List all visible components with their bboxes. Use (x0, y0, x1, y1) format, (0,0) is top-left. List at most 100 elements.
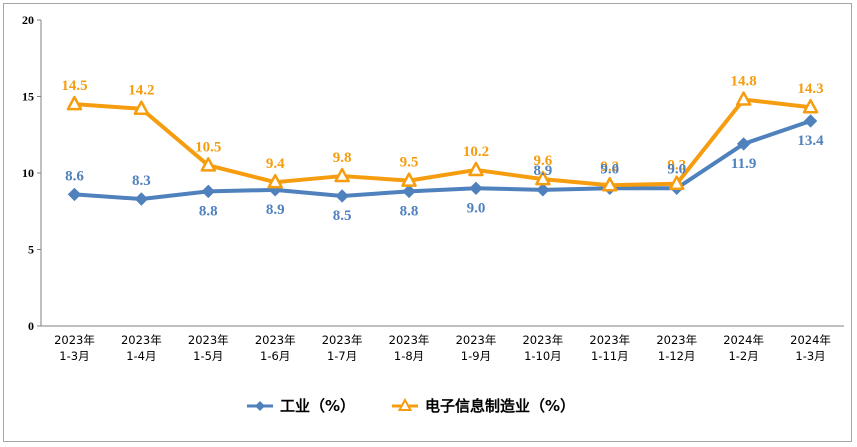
axes (40, 20, 844, 327)
x-tick-label: 2023年 1-7月 (322, 333, 363, 363)
data-label-industry: 8.6 (65, 168, 84, 184)
data-point-triangle (334, 167, 350, 183)
series-1 (67, 114, 818, 206)
data-label-electronics: 9.3 (667, 158, 686, 174)
x-tick-label: 2023年 1-3月 (54, 333, 95, 363)
data-label-industry: 11.9 (731, 156, 756, 172)
data-label-electronics: 9.8 (333, 150, 352, 166)
data-label-electronics: 14.5 (61, 78, 87, 94)
x-tick-label-line: 2023年 (522, 333, 563, 347)
x-tick-label: 2023年 1-5月 (188, 333, 229, 363)
data-point-triangle (535, 170, 551, 186)
legend-item-2: 电子信息制造业（%） (392, 397, 575, 415)
y-axis-ticks: 0 5 10 15 20 (22, 13, 41, 333)
y-tick-label: 15 (22, 90, 34, 104)
series-layer (66, 91, 819, 206)
data-label-industry: 8.8 (199, 203, 218, 219)
x-tick-label-line: 1-11月 (591, 349, 629, 363)
x-tick-label-line: 1-3月 (795, 349, 825, 363)
x-tick-label-line: 1-10月 (524, 349, 562, 363)
data-point-diamond (335, 189, 349, 203)
data-label-electronics: 10.2 (463, 144, 489, 160)
data-point-triangle (66, 95, 83, 111)
y-tick-label: 10 (22, 166, 34, 180)
data-point-diamond (67, 187, 82, 202)
x-tick-label-line: 2024年 (790, 333, 831, 347)
x-tick-label-line: 2024年 (723, 333, 764, 347)
data-point-triangle (401, 172, 417, 187)
x-tick-label-line: 1-4月 (126, 349, 156, 363)
x-tick-label: 2023年 1-8月 (389, 333, 430, 363)
data-point-triangle (735, 91, 752, 106)
x-tick-label-line: 1-3月 (59, 349, 89, 363)
data-label-electronics: 9.2 (600, 159, 619, 175)
data-label-industry: 9.0 (667, 161, 686, 177)
x-tick-label-line: 1-7月 (327, 349, 357, 363)
data-label-industry: 9.0 (467, 200, 486, 216)
data-label-industry: 8.5 (333, 208, 352, 224)
legend-marker-triangle (397, 397, 413, 411)
x-tick-label-line: 2023年 (188, 333, 229, 347)
series-2 (66, 91, 819, 192)
data-point-diamond (201, 184, 215, 199)
data-label-electronics: 9.6 (534, 153, 553, 169)
data-point-diamond (736, 137, 751, 151)
chart-frame: 0 5 10 15 20 2023年 1-3月 2023年 1-4月 2023年 1-5月 2023… (3, 3, 852, 442)
data-label-electronics: 9.5 (400, 155, 419, 171)
data-labels: 14.5 14.2 10.5 9.4 9.8 9.5 10.2 9.6 9.2 9.3 14.8 14… (61, 74, 824, 224)
x-tick-label: 2023年 1-9月 (456, 333, 497, 363)
data-label-industry: 8.8 (400, 203, 419, 219)
legend-label: 电子信息制造业（%） (425, 397, 575, 415)
x-tick-label-line: 1-8月 (394, 349, 424, 363)
data-label-electronics: 14.8 (731, 74, 757, 90)
x-tick-label-line: 2023年 (456, 333, 497, 347)
data-label-industry: 8.3 (132, 173, 151, 189)
data-point-diamond (536, 183, 550, 197)
data-point-triangle (468, 161, 484, 177)
y-tick-label: 20 (22, 13, 34, 27)
data-point-triangle (802, 98, 819, 114)
x-tick-label: 2023年 1-10月 (522, 333, 563, 363)
x-tick-label-line: 1-2月 (728, 349, 758, 363)
data-point-triangle (602, 176, 618, 192)
series-line (72, 118, 813, 202)
x-tick-label: 2023年 1-6月 (255, 333, 296, 363)
y-tick-label: 0 (28, 319, 34, 333)
x-tick-label-line: 2023年 (656, 333, 697, 347)
x-tick-label: 2023年 1-4月 (121, 333, 162, 363)
x-tick-label: 2024年 1-2月 (723, 333, 764, 363)
x-tick-label-line: 2023年 (589, 333, 630, 347)
x-tick-label-line: 2023年 (255, 333, 296, 347)
y-tick-label: 5 (28, 243, 34, 257)
data-label-industry: 13.4 (797, 133, 824, 149)
x-tick-label: 2023年 1-11月 (589, 333, 630, 363)
data-label-electronics: 14.3 (797, 81, 823, 97)
x-tick-label-line: 1-12月 (658, 349, 696, 363)
data-point-triangle (200, 157, 217, 172)
legend: 工业（%） 电子信息制造业（%） (247, 397, 575, 415)
x-tick-label-line: 1-9月 (461, 349, 491, 363)
data-point-diamond (402, 184, 416, 199)
x-tick-label-line: 1-6月 (260, 349, 290, 363)
data-label-electronics: 14.2 (128, 83, 154, 99)
data-point-diamond (469, 181, 483, 196)
data-label-electronics: 10.5 (195, 139, 221, 155)
data-point-diamond (803, 114, 818, 128)
data-point-triangle (133, 100, 150, 115)
x-tick-label: 2023年 1-12月 (656, 333, 697, 363)
data-label-electronics: 9.4 (266, 156, 285, 172)
data-label-industry: 9.0 (600, 161, 619, 177)
data-label-industry: 8.9 (534, 163, 553, 179)
data-point-triangle (267, 173, 283, 189)
data-label-industry: 8.9 (266, 202, 285, 218)
x-tick-label-line: 2023年 (54, 333, 95, 347)
legend-label: 工业（%） (280, 397, 355, 415)
series-line (72, 97, 813, 188)
x-tick-label-line: 2023年 (389, 333, 430, 347)
legend-item-1: 工业（%） (247, 397, 355, 415)
x-tick-label-line: 2023年 (322, 333, 363, 347)
legend-marker-diamond (255, 401, 265, 411)
x-tick-label-line: 2023年 (121, 333, 162, 347)
